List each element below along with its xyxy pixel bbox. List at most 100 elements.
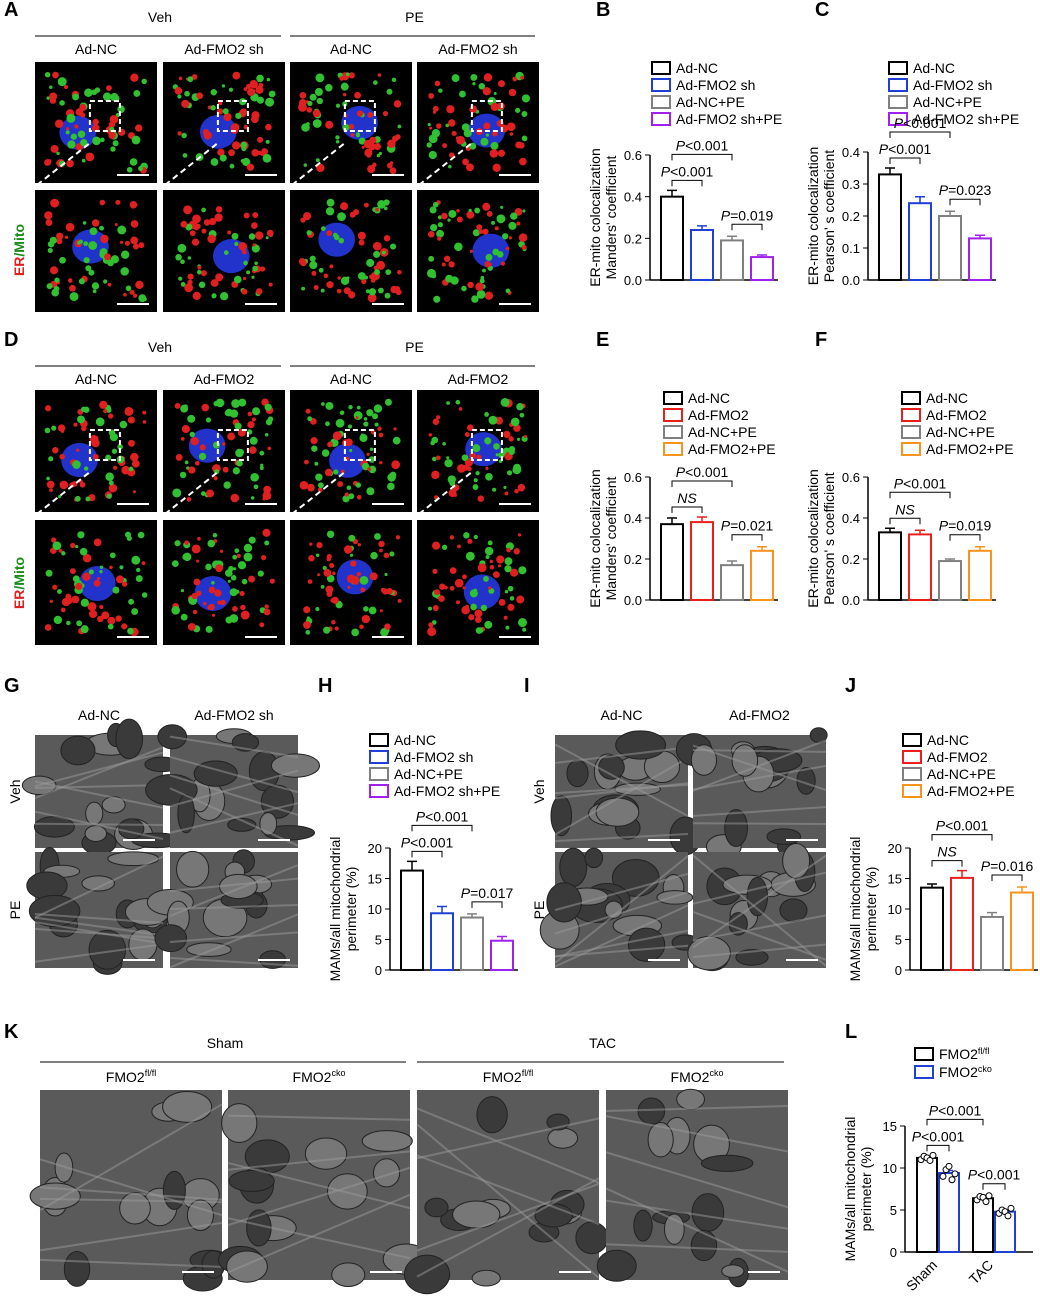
stain-spot [71, 595, 80, 604]
nucleus [463, 574, 501, 610]
stain-spot [260, 266, 266, 272]
striation [39, 1186, 223, 1201]
significance-label: NS [937, 844, 957, 860]
organelle [118, 818, 145, 840]
stain-spot [239, 590, 245, 597]
stain-spot [347, 585, 351, 589]
stain-spot [468, 614, 475, 621]
stain-spot [242, 276, 247, 281]
stain-spot [131, 555, 141, 565]
stain-spot [482, 202, 491, 211]
column-label-sup: fl/fl [522, 1068, 534, 1078]
column-label: Ad-NC [75, 371, 117, 387]
micrograph [417, 190, 539, 312]
data-point [1004, 1212, 1012, 1220]
stain-spot [91, 124, 100, 132]
stain-spot [361, 145, 365, 149]
column-label: Ad-FMO2 [729, 707, 790, 723]
stain-spot [506, 470, 513, 476]
y-axis-label: ER-mito colocalization [587, 469, 603, 608]
significance-text: <0.001 [977, 1167, 1020, 1183]
stain-spot [442, 441, 446, 446]
row-label: Veh [531, 779, 547, 803]
legend-label: Ad-NC+PE [926, 424, 995, 440]
stain-spot [324, 83, 333, 92]
bar [750, 549, 774, 601]
stain-spot [187, 414, 196, 423]
legend-label: Ad-FMO2+PE [927, 783, 1015, 799]
stain-spot [503, 615, 508, 620]
stain-spot [471, 295, 479, 303]
stain-spot [369, 274, 374, 280]
stain-spot [44, 71, 51, 78]
significance-italic: P [401, 834, 411, 850]
stain-spot [367, 111, 374, 118]
significance-italic: P [968, 1167, 978, 1183]
stain-spot [431, 541, 441, 550]
image-frame [417, 1090, 599, 1280]
stain-spot [227, 432, 235, 441]
stain-spot [479, 278, 485, 284]
stain-spot [303, 606, 311, 614]
y-tick-label: 0.4 [842, 511, 860, 526]
stain-spot [397, 598, 402, 603]
stain-spot [373, 404, 383, 413]
stain-spot [474, 609, 483, 618]
stain-spot [264, 432, 269, 437]
stain-spot [259, 466, 264, 470]
stain-spot [264, 604, 269, 609]
stain-spot [386, 88, 393, 95]
bar [968, 237, 992, 281]
legend-label: Ad-FMO2 sh+PE [394, 783, 500, 799]
y-tick-label: 0 [890, 1245, 897, 1260]
striation [416, 1117, 600, 1160]
stain-spot [381, 250, 386, 255]
stain-spot [187, 76, 194, 83]
stain-spot [489, 559, 493, 564]
stain-spot [257, 570, 264, 577]
striation [692, 739, 827, 792]
stain-spot [247, 411, 253, 417]
y-tick-label: 0.2 [842, 552, 860, 567]
stain-spot [312, 119, 322, 128]
bar [980, 915, 1004, 971]
stain-spot [337, 212, 346, 221]
y-tick-label: 0.0 [624, 593, 642, 608]
significance-bracket [671, 179, 703, 187]
striation [554, 855, 689, 964]
group-label: PE [405, 9, 424, 25]
legend-label: Ad-FMO2 [688, 407, 749, 423]
stain-spot [490, 141, 499, 150]
stain-spot [259, 622, 265, 628]
striation [34, 855, 164, 919]
stain-spot [240, 141, 248, 149]
column-label: FMO2cko [671, 1068, 724, 1085]
micrograph [290, 390, 412, 512]
column-label: Ad-NC [330, 41, 372, 57]
stain-spot [461, 285, 467, 292]
stain-spot [373, 142, 381, 151]
stain-spot [466, 210, 475, 219]
stain-spot [197, 536, 201, 541]
significance-bracket [949, 534, 981, 541]
significance-text: =0.016 [990, 858, 1033, 874]
stain-spot [484, 261, 491, 268]
stain-spot [58, 495, 62, 499]
stain-spot [493, 92, 497, 96]
stain-spot [92, 453, 99, 460]
stain-spot [196, 92, 204, 100]
significance-italic: P [936, 818, 946, 834]
organelle [221, 1103, 258, 1143]
stain-spot [428, 433, 433, 437]
micrograph [35, 62, 157, 183]
stain-spot [356, 110, 364, 117]
stain-spot [241, 288, 248, 295]
stain-spot [491, 220, 495, 225]
stain-spot [85, 496, 91, 502]
zoom-line [291, 142, 346, 186]
legend-label: Ad-FMO2 sh [394, 749, 473, 765]
stain-green: /Mito [11, 224, 27, 257]
zoom-box [216, 429, 249, 461]
stain-spot [49, 92, 58, 101]
stain-spot [265, 236, 269, 240]
